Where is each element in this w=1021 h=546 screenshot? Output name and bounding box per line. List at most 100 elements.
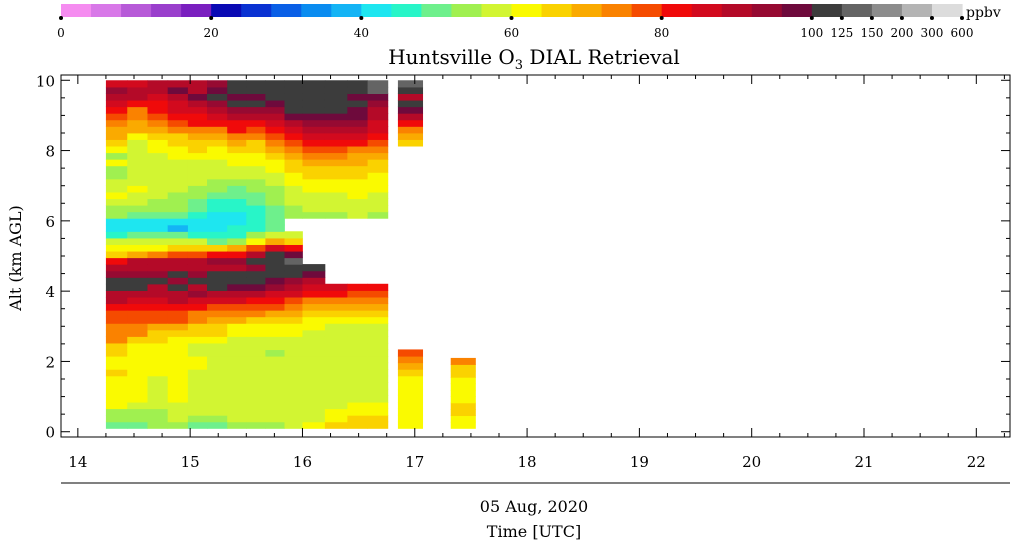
heatmap-cell: [127, 99, 148, 108]
heatmap-cell: [246, 369, 266, 377]
heatmap-cell: [167, 231, 189, 239]
heatmap-cell: [284, 205, 303, 213]
heatmap-cell: [265, 250, 285, 259]
heatmap-cell: [127, 336, 148, 344]
heatmap-cell: [450, 396, 476, 404]
heatmap-cell: [347, 80, 368, 88]
heatmap-cell: [302, 205, 326, 213]
heatmap-cell: [397, 99, 424, 108]
heatmap-cell: [397, 395, 424, 403]
heatmap-cell: [207, 310, 228, 318]
heatmap-cell: [397, 356, 424, 364]
heatmap-cell: [324, 316, 348, 324]
heatmap-cell: [147, 198, 169, 206]
heatmap-cell: [302, 145, 326, 154]
heatmap-cell: [284, 277, 303, 285]
heatmap-cell: [347, 415, 368, 423]
heatmap-cell: [347, 329, 368, 337]
heatmap-cell: [105, 382, 128, 390]
heatmap-cell: [302, 106, 326, 114]
heatmap-cell: [265, 310, 285, 318]
heatmap-cell: [284, 401, 303, 410]
heatmap-cell: [127, 113, 148, 121]
heatmap-cell: [284, 119, 303, 127]
colorbar-tick-label: 80: [654, 26, 669, 40]
heatmap-cell: [207, 119, 228, 127]
heatmap-cell: [246, 198, 266, 206]
heatmap-cell: [324, 172, 348, 180]
heatmap-cell: [284, 132, 303, 140]
heatmap-cell: [284, 172, 303, 180]
heatmap-cell: [302, 388, 326, 396]
heatmap-cell: [147, 362, 169, 370]
heatmap-cell: [302, 369, 326, 377]
heatmap-cell: [167, 310, 189, 318]
heatmap-cell: [227, 113, 247, 121]
heatmap-cell: [127, 145, 148, 154]
heatmap-cell: [367, 205, 389, 213]
heatmap-cell: [147, 119, 169, 127]
x-axis-label: Time [UTC]: [487, 522, 581, 541]
heatmap-cell: [105, 257, 128, 265]
heatmap-cell: [284, 356, 303, 364]
heatmap-cell: [147, 415, 169, 423]
heatmap-cell: [167, 336, 189, 344]
heatmap-cell: [227, 119, 247, 127]
heatmap-cell: [324, 93, 348, 101]
colorbar-swatch: [271, 4, 302, 17]
heatmap-cell: [207, 139, 228, 147]
heatmap-cell: [105, 145, 128, 154]
heatmap-cell: [167, 152, 189, 160]
colorbar-swatch: [571, 4, 603, 17]
heatmap-cell: [187, 250, 208, 259]
heatmap-cell: [207, 211, 228, 219]
heatmap-cell: [367, 139, 389, 147]
heatmap-cell: [347, 310, 368, 318]
heatmap-cell: [302, 126, 326, 134]
heatmap-cell: [347, 165, 368, 173]
heatmap-cell: [397, 139, 424, 147]
heatmap-cell: [105, 218, 128, 226]
heatmap-cell: [246, 139, 266, 147]
heatmap-cell: [302, 139, 326, 147]
heatmap-cell: [127, 356, 148, 364]
heatmap-cell: [105, 283, 128, 291]
heatmap-cell: [127, 119, 148, 127]
heatmap-cell: [246, 270, 266, 278]
heatmap-cell: [302, 152, 326, 160]
heatmap-cell: [187, 145, 208, 154]
heatmap-cell: [367, 159, 389, 167]
heatmap-cell: [227, 388, 247, 396]
heatmap-cell: [207, 244, 228, 252]
heatmap-cell: [167, 80, 189, 88]
heatmap-cell: [207, 388, 228, 396]
x-tick-label: 20: [742, 453, 761, 471]
heatmap-cell: [207, 99, 228, 108]
heatmap-cell: [127, 415, 148, 423]
colorbar-swatch: [451, 4, 483, 17]
heatmap-cell: [147, 336, 169, 344]
heatmap-cell: [187, 172, 208, 180]
heatmap-cell: [167, 369, 189, 377]
heatmap-cell: [284, 336, 303, 344]
heatmap-cell: [105, 296, 128, 305]
heatmap-cell: [105, 303, 128, 311]
heatmap-cell: [105, 250, 128, 259]
heatmap-cell: [187, 303, 208, 311]
heatmap-cell: [367, 369, 389, 377]
heatmap-cell: [167, 132, 189, 140]
heatmap-cell: [105, 310, 128, 318]
heatmap-cell: [167, 388, 189, 396]
heatmap-cell: [147, 388, 169, 396]
heatmap-cell: [367, 336, 389, 344]
heatmap-cell: [367, 329, 389, 337]
heatmap-cell: [265, 264, 285, 272]
heatmap-cell: [246, 356, 266, 364]
heatmap-cell: [207, 336, 228, 344]
heatmap-cell: [367, 382, 389, 390]
heatmap-cell: [187, 277, 208, 285]
heatmap-cell: [127, 86, 148, 94]
heatmap-cell: [207, 218, 228, 226]
heatmap-cell: [167, 185, 189, 193]
heatmap-cell: [265, 270, 285, 278]
